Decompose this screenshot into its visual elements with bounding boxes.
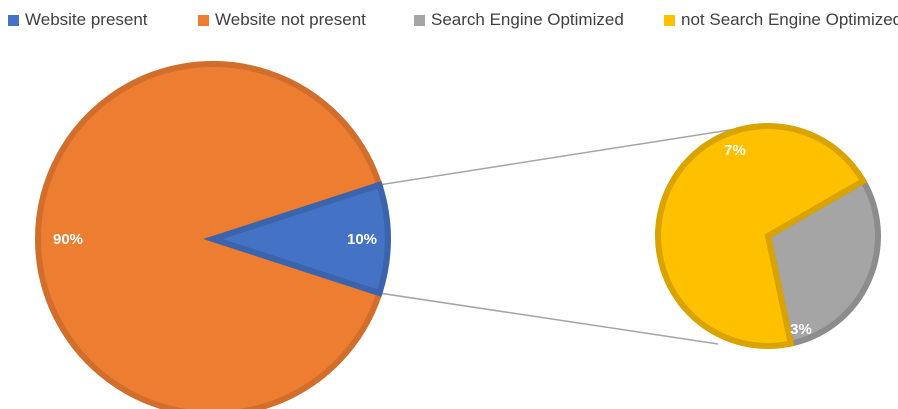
slice-website-present: [203, 181, 391, 297]
data-label-not-search-engine-optimized: 7%: [724, 142, 746, 159]
legend-swatch-not-seo: [664, 14, 675, 26]
connector-line-top: [379, 125, 756, 186]
data-label-website-present: 10%: [347, 231, 377, 248]
legend-item-website-not-present: Website not present: [198, 10, 366, 30]
legend-swatch-seo: [414, 14, 425, 26]
chart-legend: Website present Website not present Sear…: [0, 0, 898, 40]
data-label-search-engine-optimized: 3%: [790, 321, 812, 338]
data-label-website-not-present: 90%: [53, 231, 83, 248]
slice-website-not-present: [34, 61, 384, 409]
connector-line-bottom: [379, 292, 719, 345]
legend-item-not-seo: not Search Engine Optimized: [664, 10, 898, 30]
legend-item-website-present: Website present: [8, 10, 148, 30]
legend-swatch-website-not-present: [198, 14, 209, 26]
legend-label-website-not-present: Website not present: [215, 10, 366, 29]
slice-not-search-engine-optimized: [655, 123, 868, 349]
legend-item-seo: Search Engine Optimized: [414, 10, 624, 30]
legend-label-website-present: Website present: [25, 10, 148, 29]
legend-swatch-website-present: [8, 14, 19, 26]
legend-label-not-seo: not Search Engine Optimized: [681, 10, 898, 29]
legend-label-seo: Search Engine Optimized: [431, 10, 624, 29]
